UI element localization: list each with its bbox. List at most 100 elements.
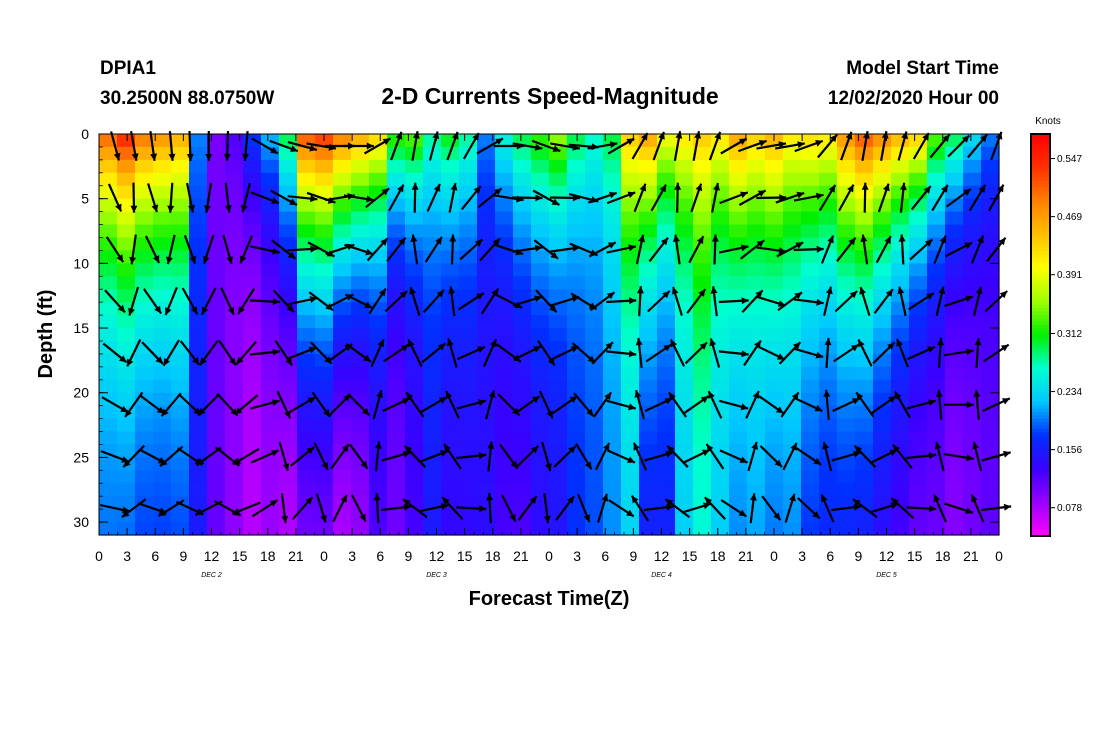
heatmap-cell xyxy=(297,431,316,446)
heatmap-cell xyxy=(837,263,856,277)
heatmap-cell xyxy=(99,522,118,536)
colorbar-segment xyxy=(1031,211,1050,215)
heatmap-cell xyxy=(729,276,748,290)
current-vector xyxy=(374,441,382,472)
heatmap-cell xyxy=(405,431,424,446)
heatmap-cell xyxy=(477,431,496,446)
x-tick-label: 21 xyxy=(963,548,979,564)
heatmap-cell xyxy=(891,431,910,446)
heatmap-cell xyxy=(153,379,172,394)
heatmap-cell xyxy=(423,522,442,536)
current-vector xyxy=(571,342,596,364)
current-vector xyxy=(912,132,930,160)
heatmap-cell xyxy=(927,496,946,510)
heatmap-cell xyxy=(675,509,694,523)
heatmap-cell xyxy=(639,146,658,161)
current-vector xyxy=(793,347,824,359)
current-vector xyxy=(718,244,749,254)
heatmap-cell xyxy=(225,366,244,381)
heatmap-cell xyxy=(99,328,118,342)
heatmap-cell xyxy=(621,522,640,536)
heatmap-cell xyxy=(675,418,694,433)
colorbar-segment xyxy=(1031,482,1050,487)
colorbar-segment xyxy=(1031,324,1050,329)
colorbar-segment xyxy=(1031,180,1050,185)
colorbar-segment xyxy=(1031,308,1050,313)
heatmap-cell xyxy=(567,263,586,277)
current-vector xyxy=(183,235,197,264)
heatmap-cell xyxy=(585,211,604,226)
heatmap-cell xyxy=(405,418,424,433)
heatmap-cell xyxy=(459,250,478,264)
heatmap-cell xyxy=(639,392,658,407)
heatmap-cell xyxy=(459,444,478,458)
heatmap-cell xyxy=(153,289,172,303)
current-vector xyxy=(315,493,327,523)
current-vector xyxy=(857,339,873,367)
heatmap-cell xyxy=(711,276,730,290)
x-tick-label: 9 xyxy=(629,548,637,564)
heatmap-cell xyxy=(297,250,316,264)
heatmap-cell xyxy=(171,483,190,497)
current-vector xyxy=(877,183,890,213)
current-vector xyxy=(906,452,937,460)
current-vector xyxy=(943,401,974,409)
colorbar-segment xyxy=(1031,301,1050,306)
x-tick-label: 18 xyxy=(935,548,951,564)
colorbar-segment xyxy=(1031,422,1050,427)
heatmap-cell xyxy=(513,431,532,446)
heatmap-cell xyxy=(207,457,226,471)
heatmap-cell xyxy=(297,315,316,329)
heatmap-cell xyxy=(909,418,928,433)
current-vector xyxy=(860,234,869,265)
current-vector xyxy=(553,445,577,468)
heatmap-cell xyxy=(369,431,388,446)
heatmap-cell xyxy=(387,418,406,433)
heatmap-cell xyxy=(945,366,964,381)
heatmap-cell xyxy=(135,250,154,264)
heatmap-cell xyxy=(855,211,874,226)
heatmap-cell xyxy=(567,250,586,264)
heatmap-cell xyxy=(693,470,712,484)
heatmap-cell xyxy=(675,159,694,174)
heatmap-cell xyxy=(927,431,946,446)
current-vector xyxy=(532,189,560,206)
current-vector xyxy=(456,399,486,410)
heatmap-cell xyxy=(765,211,784,226)
heatmap-cell xyxy=(873,198,892,213)
heatmap-cell xyxy=(585,250,604,264)
heatmap-cell xyxy=(657,172,676,187)
heatmap-cell xyxy=(243,172,262,187)
heatmap-cell xyxy=(639,172,658,187)
heatmap-cell xyxy=(459,146,478,161)
heatmap-cell xyxy=(747,483,766,497)
heatmap-cell xyxy=(909,289,928,303)
heatmap-cell xyxy=(171,134,190,148)
heatmap-cell xyxy=(981,522,1000,536)
heatmap-cell xyxy=(351,483,370,497)
colorbar-segment xyxy=(1031,529,1050,534)
current-vector xyxy=(988,184,1005,212)
heatmap-cell xyxy=(657,457,676,471)
heatmap-cell xyxy=(963,483,982,497)
heatmap-cell xyxy=(801,237,820,252)
heatmap-cell xyxy=(225,263,244,277)
current-vector xyxy=(588,241,617,258)
heatmap-cell xyxy=(963,263,982,277)
heatmap-cell xyxy=(153,366,172,381)
current-vector xyxy=(933,493,947,523)
heatmap-cell xyxy=(819,224,838,239)
heatmap-cell xyxy=(189,392,208,407)
current-vector xyxy=(577,493,591,523)
heatmap-cell xyxy=(405,172,424,187)
heatmap-cell xyxy=(207,405,226,420)
heatmap-cell xyxy=(153,211,172,226)
heatmap-cell xyxy=(153,483,172,497)
current-vector xyxy=(784,493,796,523)
heatmap-cell xyxy=(963,470,982,484)
colorbar-segment xyxy=(1031,428,1050,433)
heatmap-cell xyxy=(369,522,388,536)
heatmap-cell xyxy=(819,431,838,446)
heatmap-cell xyxy=(855,159,874,174)
heatmap-cell xyxy=(801,366,820,381)
